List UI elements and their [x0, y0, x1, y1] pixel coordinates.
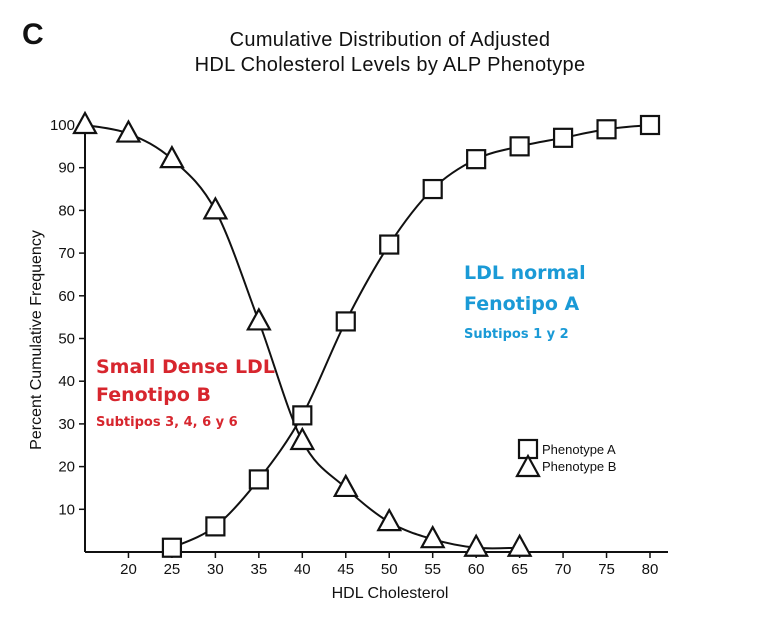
- data-point-phenotype-a: [466, 149, 487, 170]
- y-tick-label: 90: [58, 160, 75, 177]
- data-point-phenotype-b: [115, 119, 142, 143]
- x-tick-label: 55: [424, 561, 441, 578]
- legend-marker-triangle: [515, 453, 541, 478]
- y-tick-label: 20: [58, 459, 75, 476]
- data-point-phenotype-b: [159, 144, 185, 169]
- data-point-phenotype-b: [289, 426, 316, 451]
- x-tick-label: 70: [555, 561, 572, 578]
- series-line-phenotype-a: [171, 124, 651, 549]
- annotation-a-title: LDL normal: [464, 262, 586, 284]
- x-tick-label: 20: [120, 561, 137, 578]
- y-tick-label: 10: [58, 501, 75, 518]
- data-point-phenotype-a: [379, 234, 400, 255]
- data-point-phenotype-a: [335, 311, 356, 332]
- chart-ticks: 20 25 30 35 40 45 50 55 60 65 70 75 80 10 20 30 40 50 60 70…: [50, 117, 658, 578]
- chart-legend: Phenotype A Phenotype B: [515, 438, 616, 478]
- x-tick-label: 50: [381, 561, 398, 578]
- y-tick-label: 50: [58, 331, 75, 348]
- data-point-phenotype-b: [332, 473, 359, 498]
- y-tick-label: 30: [58, 416, 75, 433]
- data-point-phenotype-b: [463, 533, 490, 557]
- data-point-phenotype-a: [292, 405, 313, 426]
- x-tick-label: 30: [207, 561, 224, 578]
- data-point-phenotype-b: [245, 307, 272, 331]
- x-tick-label: 45: [337, 561, 354, 578]
- chart-markers: [72, 110, 661, 558]
- annotation-a-phenotype: Fenotipo A: [464, 293, 580, 315]
- data-point-phenotype-b: [506, 533, 533, 557]
- x-axis-label: HDL Cholesterol: [331, 585, 449, 602]
- data-point-phenotype-a: [422, 178, 443, 200]
- legend-label: Phenotype A: [542, 442, 616, 457]
- x-tick-label: 75: [598, 561, 615, 578]
- y-tick-label: 60: [58, 288, 75, 305]
- y-tick-label: 40: [58, 373, 75, 390]
- x-tick-label: 60: [468, 561, 485, 578]
- x-tick-label: 40: [294, 561, 311, 578]
- x-tick-label: 80: [642, 561, 659, 578]
- data-point-phenotype-b: [376, 507, 403, 532]
- data-point-phenotype-a: [509, 136, 530, 157]
- data-point-phenotype-b: [419, 524, 446, 549]
- annotation-b-subtypes: Subtipos 3, 4, 6 y 6: [96, 415, 238, 430]
- data-point-phenotype-b: [202, 196, 229, 220]
- y-tick-label: 70: [58, 245, 75, 262]
- x-tick-label: 65: [511, 561, 528, 578]
- data-point-phenotype-a: [161, 537, 183, 558]
- y-tick-label: 100: [50, 117, 75, 134]
- x-tick-label: 25: [164, 561, 181, 578]
- chart-title-line1: Cumulative Distribution of Adjusted: [229, 29, 551, 51]
- data-point-phenotype-a: [639, 114, 661, 136]
- x-tick-label: 35: [251, 561, 268, 578]
- annotation-b-title: Small Dense LDL: [96, 356, 275, 378]
- chart-axes: [84, 115, 668, 553]
- data-point-phenotype-a: [552, 127, 574, 148]
- data-point-phenotype-b: [72, 110, 98, 135]
- annotation-a-subtypes: Subtipos 1 y 2: [464, 327, 569, 342]
- legend-label: Phenotype B: [542, 459, 616, 474]
- data-point-phenotype-a: [248, 469, 269, 490]
- y-tick-label: 80: [58, 202, 75, 219]
- y-axis-label: Percent Cumulative Frequency: [28, 230, 45, 450]
- data-point-phenotype-a: [596, 119, 617, 140]
- data-point-phenotype-a: [205, 516, 226, 537]
- series-line-phenotype-b: [84, 124, 520, 550]
- chart-title-line2: HDL Cholesterol Levels by ALP Phenotype: [194, 54, 586, 76]
- annotation-b-phenotype: Fenotipo B: [96, 384, 212, 406]
- panel-letter: C: [22, 18, 44, 51]
